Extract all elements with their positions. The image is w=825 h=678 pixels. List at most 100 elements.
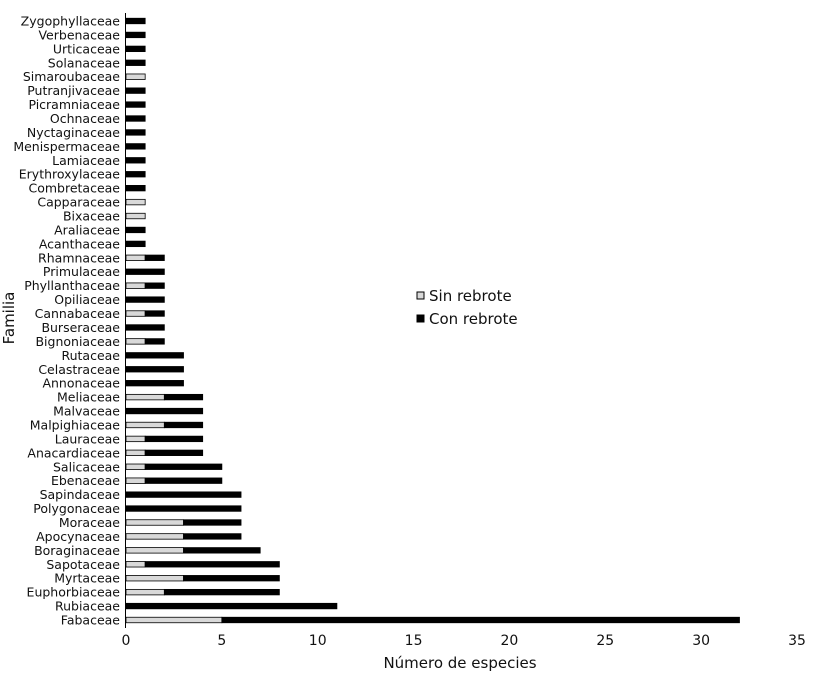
plot-area: FabaceaeRubiaceaeEuphorbiaceaeMyrtaceaeS… [13,13,806,649]
category-label-malvaceae: Malvaceae [53,404,120,419]
bar-ochnaceae-con-rebrote [125,115,146,122]
legend-swatch-sin-rebrote [416,291,425,300]
bar-apocynaceae-con-rebrote [183,533,242,540]
bar-erythroxylaceae-con-rebrote [125,171,146,178]
bar-moraceae-sin-rebrote [125,519,184,526]
x-tick-label-25: 25 [596,633,614,649]
category-label-combretaceae: Combretaceae [28,181,120,196]
category-label-ochnaceae: Ochnaceae [50,111,120,126]
category-label-nyctaginaceae: Nyctaginaceae [27,125,120,140]
bar-urticaceae-con-rebrote [125,45,146,53]
x-axis-title: Número de especies [383,654,536,672]
bar-euphorbiaceae-con-rebrote [163,588,280,596]
category-label-acanthaceae: Acanthaceae [39,236,120,251]
category-label-lamiaceae: Lamiaceae [52,153,120,168]
x-tick-label-5: 5 [217,633,226,649]
bar-rhamnaceae-con-rebrote [144,254,165,261]
bar-myrtaceae-sin-rebrote [125,575,184,582]
category-label-cannabaceae: Cannabaceae [35,306,121,321]
bar-euphorbiaceae-sin-rebrote [125,588,165,596]
category-label-celastraceae: Celastraceae [38,362,120,377]
category-label-simaroubaceae: Simaroubaceae [23,69,120,84]
bar-boraginaceae-con-rebrote [183,547,261,554]
category-label-erythroxylaceae: Erythroxylaceae [19,167,121,182]
legend-label-sin-rebrote: Sin rebrote [429,287,512,305]
bar-salicaceae-sin-rebrote [125,463,146,470]
bar-fabaceae-con-rebrote [221,616,740,624]
category-label-boraginaceae: Boraginaceae [34,543,120,558]
bar-bignoniaceae-con-rebrote [144,338,165,345]
category-label-moraceae: Moraceae [59,515,120,530]
x-tick-label-10: 10 [309,633,327,649]
bar-phyllanthaceae-con-rebrote [144,282,165,289]
x-tick-label-15: 15 [405,633,423,649]
category-label-sapotaceae: Sapotaceae [46,557,120,572]
bar-bignoniaceae-sin-rebrote [125,338,146,345]
category-labels: FabaceaeRubiaceaeEuphorbiaceaeMyrtaceaeS… [13,14,120,628]
category-label-euphorbiaceae: Euphorbiaceae [27,585,121,600]
bar-moraceae-con-rebrote [183,519,242,526]
bar-acanthaceae-con-rebrote [125,240,146,248]
bar-anacardiaceae-sin-rebrote [125,449,146,456]
bar-boraginaceae-sin-rebrote [125,547,184,554]
x-tick-labels: 0 5 10 15 20 25 30 35 [122,633,806,649]
bar-celastraceae-con-rebrote [125,366,184,373]
bar-rubiaceae-con-rebrote [125,602,338,610]
bar-ebenaceae-sin-rebrote [125,477,146,484]
bar-phyllanthaceae-sin-rebrote [125,282,146,289]
category-label-rutaceae: Rutaceae [61,348,120,363]
category-label-phyllanthaceae: Phyllanthaceae [24,278,120,293]
bar-meliaceae-con-rebrote [163,393,204,401]
bar-rhamnaceae-sin-rebrote [125,254,146,261]
x-tick-label-30: 30 [692,633,710,649]
bar-picramniaceae-con-rebrote [125,101,146,108]
x-tick-label-35: 35 [788,633,806,649]
bar-meliaceae-sin-rebrote [125,393,165,401]
x-tick-label-0: 0 [122,633,131,649]
bar-cannabaceae-sin-rebrote [125,310,146,317]
bar-sapindaceae-con-rebrote [125,491,242,498]
category-label-zygophyllaceae: Zygophyllaceae [21,14,121,29]
x-tick-label-20: 20 [501,633,519,649]
bar-verbenaceae-con-rebrote [125,31,146,39]
bar-combretaceae-con-rebrote [125,185,146,192]
bar-opiliaceae-con-rebrote [125,296,165,303]
category-label-opiliaceae: Opiliaceae [54,292,120,307]
legend-label-con-rebrote: Con rebrote [429,310,518,328]
bar-lamiaceae-con-rebrote [125,157,146,164]
category-label-bignoniaceae: Bignoniaceae [35,334,120,349]
category-label-menispermaceae: Menispermaceae [13,139,120,154]
bar-malvaceae-con-rebrote [125,407,204,415]
category-label-picramniaceae: Picramniaceae [28,97,120,112]
bar-polygonaceae-con-rebrote [125,505,242,512]
bar-salicaceae-con-rebrote [144,463,223,470]
bar-burseraceae-con-rebrote [125,324,165,331]
bar-apocynaceae-sin-rebrote [125,533,184,540]
bar-myrtaceae-con-rebrote [183,575,280,582]
category-label-anacardiaceae: Anacardiaceae [27,445,120,460]
bar-annonaceae-con-rebrote [125,380,184,387]
category-label-polygonaceae: Polygonaceae [33,501,120,516]
y-axis-title: Familia [0,292,18,345]
bar-ebenaceae-con-rebrote [144,477,223,484]
bar-araliaceae-con-rebrote [125,226,146,234]
bar-simaroubaceae-sin-rebrote [125,73,146,80]
category-label-sapindaceae: Sapindaceae [40,487,121,502]
bar-anacardiaceae-con-rebrote [144,449,204,456]
bar-zygophyllaceae-con-rebrote [125,17,146,25]
bar-nyctaginaceae-con-rebrote [125,129,146,136]
category-label-rhamnaceae: Rhamnaceae [38,250,120,265]
category-label-solanaceae: Solanaceae [48,55,121,70]
bar-fabaceae-sin-rebrote [125,616,223,624]
category-label-putranjivaceae: Putranjivaceae [27,83,120,98]
bar-malpighiaceae-con-rebrote [163,421,204,429]
bar-putranjivaceae-con-rebrote [125,87,146,94]
category-label-burseraceae: Burseraceae [41,320,120,335]
bar-sapotaceae-con-rebrote [144,561,280,568]
bar-bixaceae-sin-rebrote [125,212,146,220]
category-label-fabaceae: Fabaceae [61,613,121,628]
category-label-annonaceae: Annonaceae [42,376,120,391]
category-label-apocynaceae: Apocynaceae [36,529,120,544]
bars-group [125,17,740,624]
category-label-araliaceae: Araliaceae [54,222,120,237]
